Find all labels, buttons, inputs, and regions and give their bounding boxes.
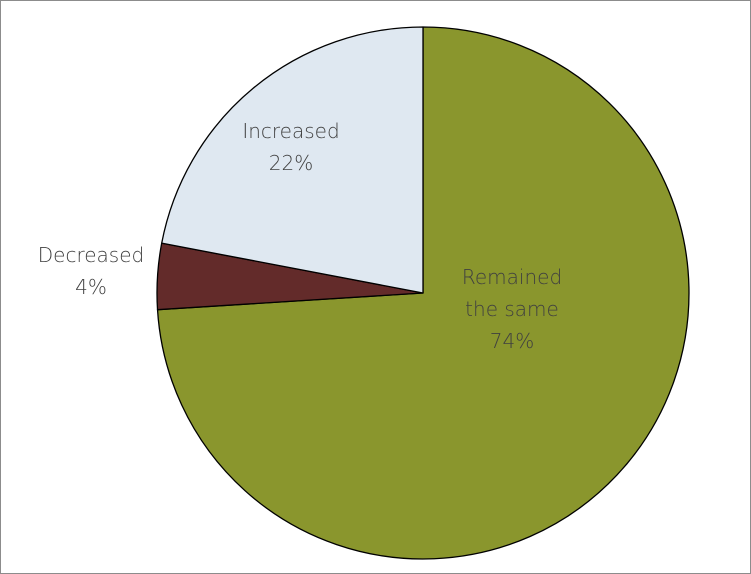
data-label-category-remained-the-same: Remained — [462, 265, 562, 289]
data-label-category-decreased: Decreased — [38, 243, 144, 267]
data-label-category-increased: Increased — [242, 119, 339, 143]
pie-slice-increased — [161, 26, 424, 294]
data-label-value-increased: 22% — [269, 151, 313, 175]
pie-labels: Remained the same 74% Decreased 4% Increased 2… — [38, 119, 562, 353]
pie-slices — [156, 26, 690, 560]
data-label-value-remained-the-same: 74% — [490, 329, 534, 353]
data-label-category-remained-the-same: the same — [465, 297, 559, 321]
data-label-value-decreased: 4% — [75, 275, 107, 299]
